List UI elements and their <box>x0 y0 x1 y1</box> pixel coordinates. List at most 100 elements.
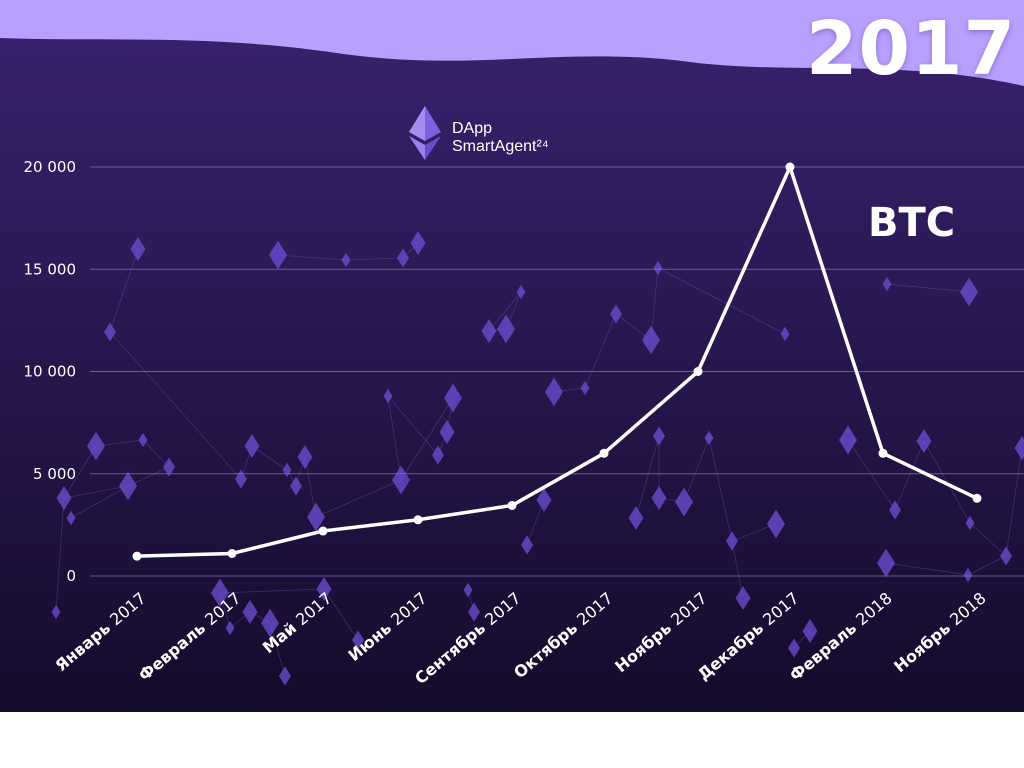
network-link <box>70 485 129 519</box>
network-link <box>63 485 129 499</box>
decor-diamond-icon <box>767 509 785 539</box>
network-link <box>526 499 545 546</box>
network-link <box>847 439 896 511</box>
data-point <box>413 515 423 525</box>
network-decoration <box>51 231 1024 686</box>
network-link <box>400 397 454 481</box>
decor-diamond-icon <box>580 380 590 396</box>
decor-diamond-icon <box>735 586 751 610</box>
logo: DApp SmartAgent²⁴ <box>408 106 608 162</box>
decor-diamond-icon <box>392 465 410 495</box>
btc-series-line <box>135 165 979 558</box>
decor-diamond-icon <box>463 582 473 598</box>
decor-diamond-icon <box>628 506 644 530</box>
decor-diamond-icon <box>261 608 279 638</box>
decor-diamond-icon <box>383 388 393 404</box>
network-link <box>109 248 139 333</box>
decor-diamond-icon <box>66 510 76 526</box>
decor-diamond-icon <box>269 240 287 270</box>
decor-diamond-icon <box>536 488 552 512</box>
data-point <box>318 526 328 536</box>
logo-line-2: SmartAgent²⁴ <box>452 138 549 155</box>
network-link <box>635 435 660 519</box>
decor-diamond-icon <box>839 425 857 455</box>
decor-diamond-icon <box>316 577 332 601</box>
y-tick-label: 15 000 <box>24 260 77 278</box>
network-link <box>277 254 347 261</box>
network-link <box>109 331 242 480</box>
decor-diamond-icon <box>651 486 667 510</box>
y-tick-label: 20 000 <box>24 158 77 176</box>
network-link <box>1005 447 1023 557</box>
decor-diamond-icon <box>965 515 975 531</box>
network-link <box>683 437 710 503</box>
decor-diamond-icon <box>780 326 790 342</box>
decor-diamond-icon <box>290 476 302 496</box>
network-link <box>345 257 404 261</box>
logo-line-1: DApp <box>452 120 493 137</box>
network-link <box>731 523 777 542</box>
y-tick-label: 10 000 <box>24 363 77 381</box>
decor-diamond-icon <box>307 502 325 532</box>
top-wave-band <box>0 0 1024 86</box>
decor-diamond-icon <box>889 500 901 520</box>
network-link <box>323 588 359 641</box>
data-point <box>785 162 795 172</box>
decor-diamond-icon <box>704 430 714 446</box>
btc-data-points <box>132 162 982 561</box>
network-link <box>488 291 522 332</box>
network-link <box>894 440 925 511</box>
decor-diamond-icon <box>51 604 61 620</box>
data-point <box>132 551 142 561</box>
network-link <box>387 395 439 456</box>
network-link <box>886 283 970 293</box>
network-link <box>969 522 1007 557</box>
decor-diamond-icon <box>432 445 444 465</box>
series-label-btc: BTC <box>868 200 956 246</box>
chart-grid <box>90 166 1024 577</box>
decor-diamond-icon <box>244 434 260 458</box>
decor-diamond-icon <box>211 578 229 608</box>
decor-diamond-icon <box>56 486 72 510</box>
decor-diamond-icon <box>1000 546 1012 566</box>
decor-diamond-icon <box>1014 436 1024 460</box>
decor-diamond-icon <box>916 429 932 453</box>
decor-diamond-icon <box>610 304 622 324</box>
decor-diamond-icon <box>397 248 409 268</box>
network-link <box>251 445 288 471</box>
decor-diamond-icon <box>279 666 291 686</box>
data-point <box>227 549 237 559</box>
decor-diamond-icon <box>960 277 978 307</box>
network-link <box>731 540 744 599</box>
decor-diamond-icon <box>877 548 895 578</box>
decor-diamond-icon <box>242 600 258 624</box>
network-link <box>63 445 97 499</box>
decor-diamond-icon <box>163 457 175 477</box>
decor-diamond-icon <box>642 325 660 355</box>
decor-diamond-icon <box>341 252 351 268</box>
decor-diamond-icon <box>516 284 526 300</box>
decor-diamond-icon <box>410 231 426 255</box>
y-axis-labels: 0 5 000 10 000 15 000 20 000 <box>24 158 77 585</box>
decor-diamond-icon <box>802 619 818 643</box>
decor-diamond-icon <box>882 276 892 292</box>
network-link <box>387 395 402 481</box>
year-title: 2017 <box>806 6 1016 92</box>
y-tick-label: 5 000 <box>33 465 76 483</box>
network-link <box>584 313 617 389</box>
ethereum-diamond-icon <box>409 106 441 160</box>
data-point <box>693 367 703 376</box>
decor-diamond-icon <box>439 420 455 444</box>
network-link <box>708 437 733 542</box>
data-point <box>599 448 609 458</box>
decor-diamond-icon <box>675 487 693 517</box>
decor-diamond-icon <box>138 432 148 448</box>
decor-diamond-icon <box>352 630 364 650</box>
decor-diamond-icon <box>481 319 497 343</box>
decor-diamond-icon <box>468 602 480 622</box>
decor-diamond-icon <box>788 638 800 658</box>
decor-diamond-icon <box>225 620 235 636</box>
network-link <box>55 497 65 613</box>
decor-diamond-icon <box>444 383 462 413</box>
